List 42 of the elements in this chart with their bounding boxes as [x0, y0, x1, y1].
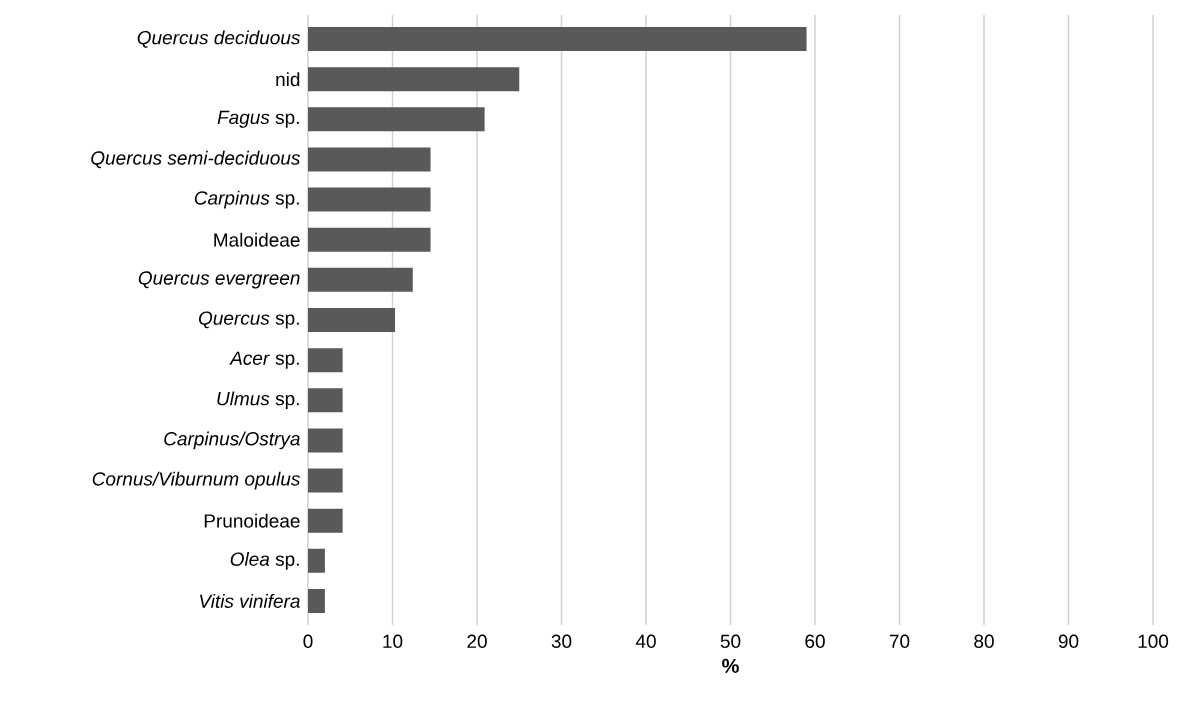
- y-tick-label: Carpinus/Ostrya: [164, 431, 300, 450]
- x-tick-label: 0: [303, 634, 313, 648]
- bar: [308, 428, 343, 453]
- x-tick-label: 80: [974, 634, 994, 648]
- bar: [308, 388, 343, 413]
- bar: [308, 267, 413, 292]
- x-tick-label: 90: [1058, 634, 1079, 648]
- y-tick-label: Cornus/Viburnum opulus: [92, 471, 301, 490]
- y-tick-label: Acer sp.: [229, 351, 299, 369]
- y-tick-label: Quercus sp.: [198, 311, 299, 329]
- y-tick-label: nid: [276, 72, 300, 87]
- y-tick-label: Quercus evergreen: [138, 271, 300, 289]
- x-tick-label: 30: [551, 634, 572, 648]
- x-tick-label: 10: [383, 634, 403, 648]
- bar: [308, 27, 807, 52]
- y-tick-label: Olea sp.: [230, 551, 299, 570]
- bar: [308, 227, 431, 252]
- bar: [308, 548, 325, 573]
- x-tick-label: 100: [1138, 634, 1169, 648]
- y-tick-label: Fagus sp.: [217, 110, 299, 128]
- bar: [308, 147, 431, 172]
- x-tick-label: 20: [467, 634, 487, 648]
- x-tick-label: 40: [635, 634, 656, 648]
- y-tick-label: Maloideae: [214, 232, 300, 247]
- bar: [308, 187, 431, 212]
- x-axis-title: %: [722, 658, 739, 673]
- y-tick-label: Quercus deciduous: [137, 30, 301, 48]
- y-tick-label: Carpinus sp.: [194, 190, 299, 209]
- y-tick-label: Ulmus sp.: [217, 391, 299, 410]
- bar: [308, 588, 325, 613]
- x-tick-label: 70: [889, 634, 910, 648]
- x-tick-label: 50: [720, 634, 741, 648]
- bar: [308, 348, 343, 373]
- bar: [308, 308, 396, 332]
- y-tick-label: Quercus semi-deciduous: [91, 150, 301, 169]
- y-tick-label: Vitis vinifera: [200, 593, 300, 608]
- bar: [308, 468, 343, 493]
- y-tick-label: Prunoideae: [204, 513, 300, 528]
- x-tick-label: 60: [805, 634, 825, 648]
- bar: [308, 107, 485, 132]
- bar: [308, 67, 520, 92]
- bar: [308, 508, 343, 533]
